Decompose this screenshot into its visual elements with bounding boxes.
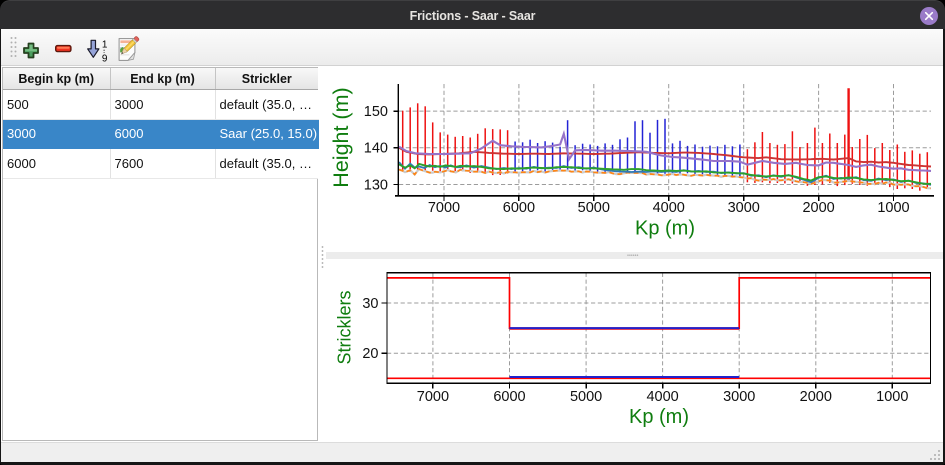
- svg-text:1: 1: [102, 40, 108, 51]
- svg-text:9: 9: [102, 53, 108, 64]
